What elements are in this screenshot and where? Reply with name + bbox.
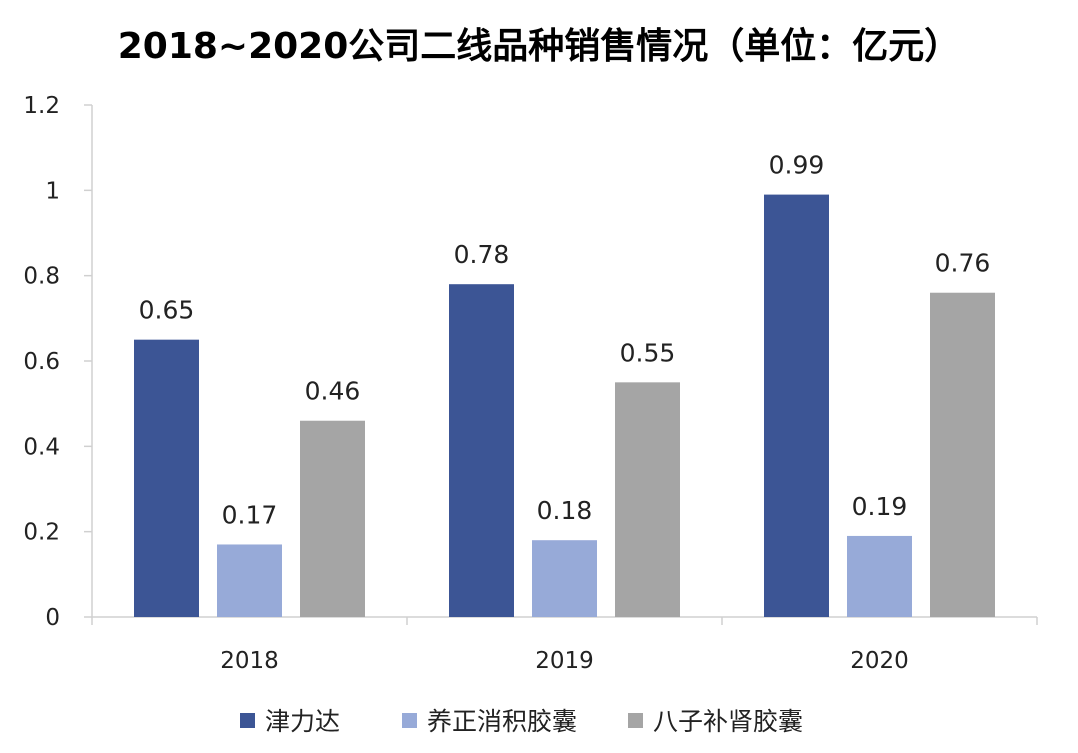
y-axis-ticks: 0 0.2 0.4 0.6 0.8 1 1.2 — [23, 93, 92, 631]
x-tick-label: 2018 — [220, 648, 279, 674]
bar — [930, 292, 995, 617]
data-label: 0.65 — [139, 296, 195, 325]
data-label: 0.55 — [620, 338, 676, 367]
bar — [449, 284, 514, 617]
data-labels-group: 0.65 0.78 0.99 0.17 0.18 0.19 0.46 0.55 0.76 — [139, 151, 991, 530]
y-tick-label: 0 — [45, 605, 60, 631]
bar — [764, 194, 829, 617]
legend-swatch — [402, 713, 417, 728]
data-label: 0.19 — [852, 492, 908, 521]
y-tick-label: 0.2 — [23, 520, 60, 546]
x-axis-ticks: 2018 2019 2020 — [91, 617, 1038, 674]
legend-label: 养正消积胶囊 — [427, 707, 577, 736]
bar — [847, 535, 912, 617]
y-tick-label: 0.8 — [23, 264, 60, 290]
bar — [300, 420, 365, 617]
bars-group — [134, 194, 995, 617]
legend-swatch — [628, 713, 643, 728]
bar — [615, 382, 680, 617]
data-label: 0.99 — [769, 151, 825, 180]
y-tick-label: 1.2 — [23, 93, 60, 119]
legend-swatch — [240, 713, 255, 728]
bar — [217, 544, 282, 617]
legend: 津力达 养正消积胶囊 八子补肾胶囊 — [240, 707, 803, 736]
chart-title: 2018~2020公司二线品种销售情况（单位：亿元） — [118, 26, 961, 67]
bar — [532, 540, 597, 617]
data-label: 0.76 — [935, 249, 991, 278]
y-tick-label: 0.6 — [23, 349, 60, 375]
data-label: 0.18 — [537, 496, 593, 525]
y-tick-label: 1 — [45, 178, 60, 204]
data-label: 0.17 — [222, 500, 278, 529]
data-label: 0.78 — [454, 240, 510, 269]
data-label: 0.46 — [305, 377, 361, 406]
x-tick-label: 2019 — [535, 648, 594, 674]
bar — [134, 339, 199, 617]
legend-label: 八子补肾胶囊 — [653, 707, 803, 736]
legend-label: 津力达 — [265, 707, 340, 736]
y-tick-label: 0.4 — [23, 434, 60, 460]
x-tick-label: 2020 — [850, 648, 909, 674]
